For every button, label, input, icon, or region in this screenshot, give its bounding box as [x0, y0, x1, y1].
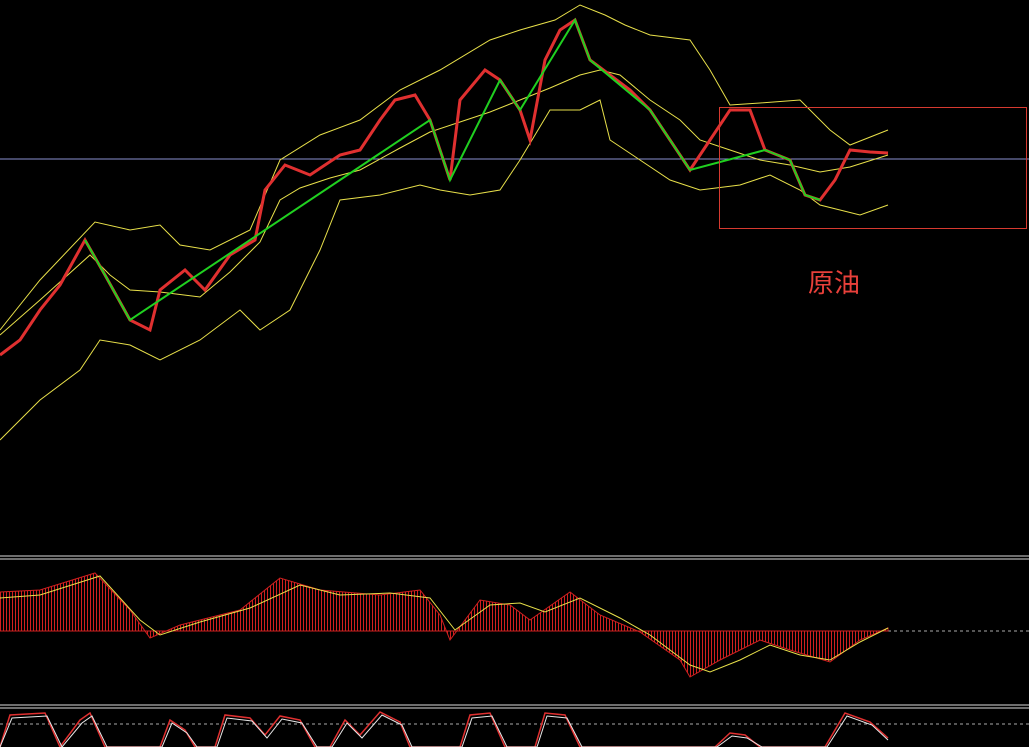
macd-signal [0, 575, 889, 673]
price-rise [0, 17, 889, 357]
highlight-box [719, 107, 1027, 229]
bollinger-upper [0, 4, 889, 331]
price-fall [84, 17, 821, 322]
annotation: 原油 [808, 269, 860, 299]
stoch-k [0, 711, 889, 747]
stoch-d [0, 714, 889, 747]
bollinger-lower [0, 99, 889, 441]
macd-histogram [0, 572, 889, 678]
